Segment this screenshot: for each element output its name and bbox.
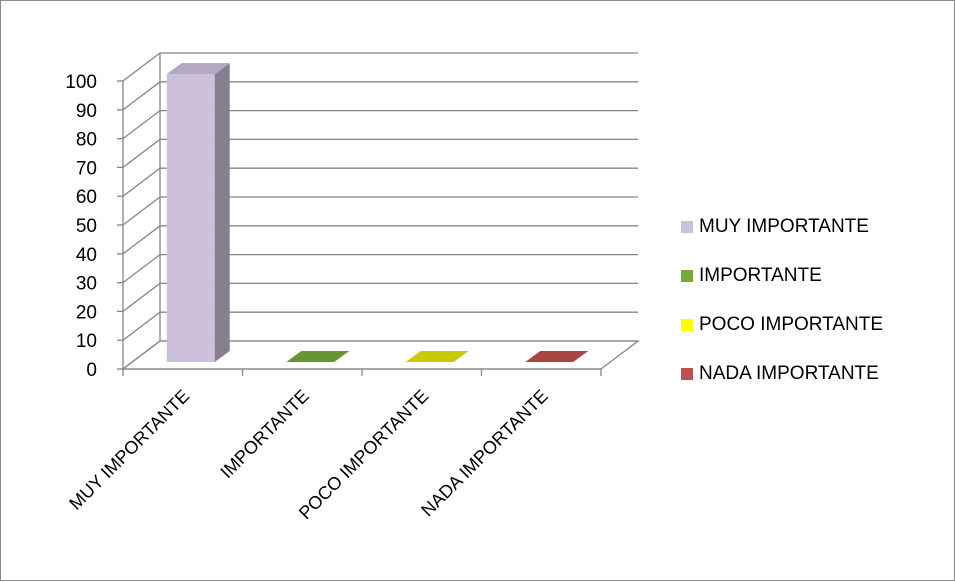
y-tick-label: 80: [76, 130, 97, 151]
bar: [166, 63, 230, 362]
side-gridline: [122, 110, 161, 140]
y-tick-label: 60: [76, 187, 97, 208]
y-tick-label: 0: [86, 360, 97, 381]
side-gridline: [122, 52, 161, 82]
x-category-label: MUY IMPORTANTE: [65, 386, 193, 514]
bar-top: [525, 351, 589, 362]
legend-swatch: [681, 221, 693, 233]
legend-item-nada-importante: NADA IMPORTANTE: [681, 362, 883, 386]
y-tick-label: 50: [76, 216, 97, 237]
legend: MUY IMPORTANTE IMPORTANTE POCO IMPORTANT…: [681, 215, 883, 411]
y-tick-label: 10: [76, 331, 97, 352]
x-category-label: IMPORTANTE: [216, 386, 312, 482]
y-tick-label: 40: [76, 245, 97, 266]
y-tick-label: 70: [76, 158, 97, 179]
bar-top: [405, 351, 469, 362]
side-gridline: [122, 254, 161, 284]
legend-item-poco-importante: POCO IMPORTANTE: [681, 313, 883, 337]
side-gridline: [122, 340, 161, 370]
legend-item-importante: IMPORTANTE: [681, 264, 883, 288]
side-gridline: [122, 311, 161, 341]
side-gridline: [122, 81, 161, 111]
bars: [166, 63, 589, 362]
side-gridline: [122, 196, 161, 226]
x-category-label: NADA IMPORTANTE: [417, 386, 552, 521]
y-tick-label: 100: [65, 72, 97, 93]
y-tick-label: 20: [76, 302, 97, 323]
legend-swatch: [681, 270, 693, 282]
side-gridline: [122, 225, 161, 255]
legend-label: NADA IMPORTANTE: [699, 363, 879, 384]
gridlines: [122, 52, 638, 370]
legend-item-muy-importante: MUY IMPORTANTE: [681, 215, 883, 239]
bar: [525, 351, 589, 362]
y-tick-label: 90: [76, 101, 97, 122]
legend-label: IMPORTANTE: [699, 265, 822, 286]
bar: [405, 351, 469, 362]
bar: [286, 351, 350, 362]
bar-side: [214, 63, 230, 362]
bar-top: [286, 351, 350, 362]
side-gridline: [122, 138, 161, 168]
legend-label: POCO IMPORTANTE: [699, 314, 884, 335]
legend-label: MUY IMPORTANTE: [699, 216, 869, 237]
side-gridline: [122, 282, 161, 312]
bar-top: [166, 63, 230, 74]
legend-swatch: [681, 319, 693, 331]
side-gridline: [122, 167, 161, 197]
legend-swatch: [681, 368, 693, 380]
x-category-label: POCO IMPORTANTE: [295, 386, 432, 523]
x-axis: [122, 81, 602, 376]
y-axis-ticks: 0 10 20 30 40 50 60 70 80 90 100: [65, 72, 123, 381]
bar-front: [166, 74, 215, 362]
y-tick-label: 30: [76, 274, 97, 295]
